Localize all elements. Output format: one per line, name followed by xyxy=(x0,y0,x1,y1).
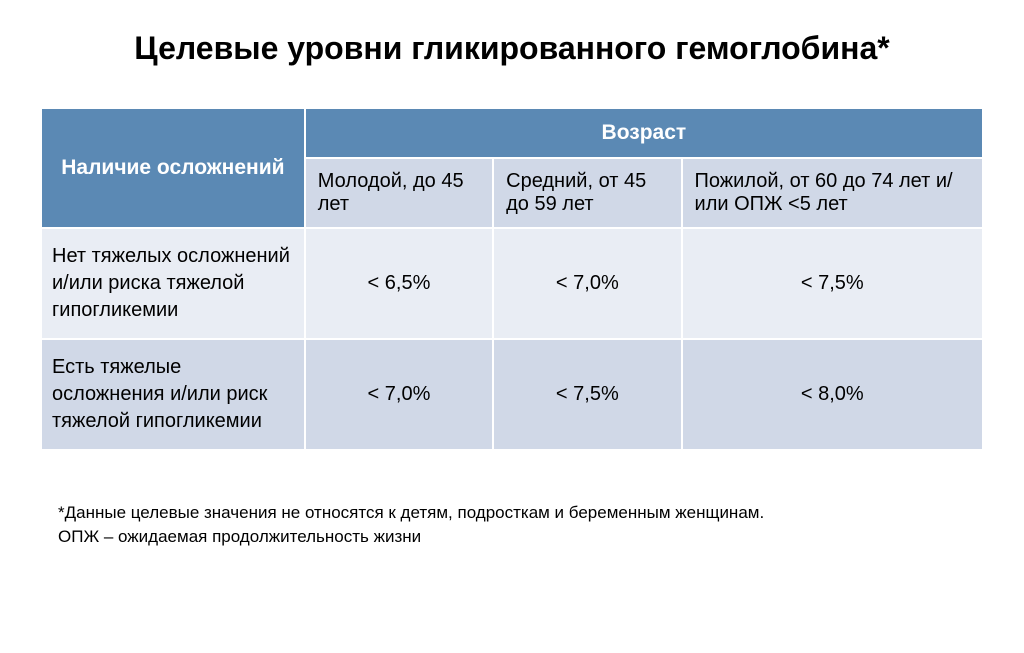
table-row: Есть тяжелые осложнения и/или риск тяжел… xyxy=(41,339,983,450)
table-col-elderly: Пожилой, от 60 до 74 лет и/или ОПЖ <5 ле… xyxy=(682,158,983,228)
cell-value: < 8,0% xyxy=(682,339,983,450)
hba1c-target-table: Наличие осложнений Возраст Молодой, до 4… xyxy=(40,107,984,451)
cell-value: < 7,5% xyxy=(493,339,681,450)
cell-value: < 6,5% xyxy=(305,228,493,339)
row-label-with-complications: Есть тяжелые осложнения и/или риск тяжел… xyxy=(41,339,305,450)
table-age-header: Возраст xyxy=(305,108,983,158)
cell-value: < 7,5% xyxy=(682,228,983,339)
table-col-middle: Средний, от 45 до 59 лет xyxy=(493,158,681,228)
cell-value: < 7,0% xyxy=(305,339,493,450)
table-col-young: Молодой, до 45 лет xyxy=(305,158,493,228)
row-label-no-complications: Нет тяжелых осложнений и/или риска тяжел… xyxy=(41,228,305,339)
slide-title: Целевые уровни гликированного гемоглобин… xyxy=(40,30,984,67)
footnote-line2: ОПЖ – ожидаемая продолжительность жизни xyxy=(58,525,984,549)
table-corner-header: Наличие осложнений xyxy=(41,108,305,228)
footnote: *Данные целевые значения не относятся к … xyxy=(40,501,984,549)
table-row: Нет тяжелых осложнений и/или риска тяжел… xyxy=(41,228,983,339)
cell-value: < 7,0% xyxy=(493,228,681,339)
footnote-line1: *Данные целевые значения не относятся к … xyxy=(58,501,984,525)
